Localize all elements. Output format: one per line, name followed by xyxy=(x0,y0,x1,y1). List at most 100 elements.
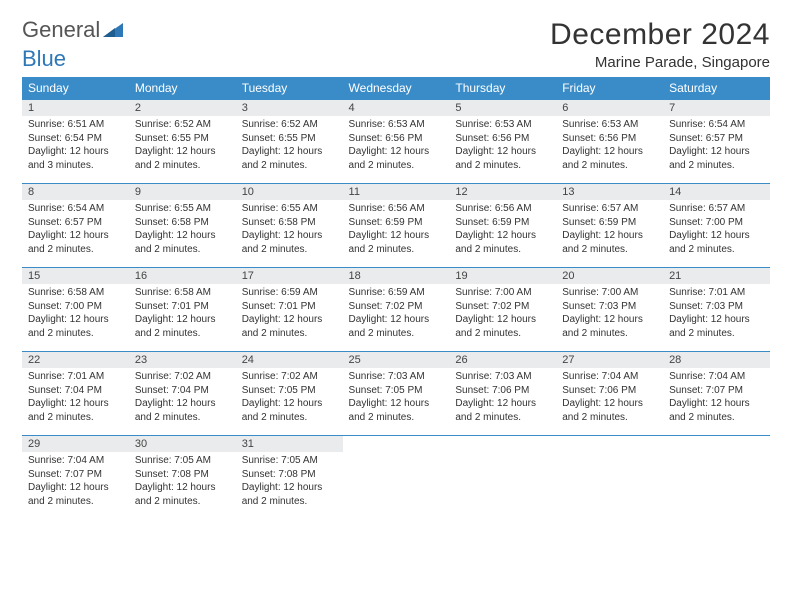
day-details: Sunrise: 6:59 AMSunset: 7:01 PMDaylight:… xyxy=(236,284,343,344)
sunrise-text: Sunrise: 6:52 AM xyxy=(135,118,230,132)
day-details: Sunrise: 7:02 AMSunset: 7:05 PMDaylight:… xyxy=(236,368,343,428)
day-number: 29 xyxy=(22,436,129,452)
day-details: Sunrise: 7:01 AMSunset: 7:04 PMDaylight:… xyxy=(22,368,129,428)
day-details: Sunrise: 7:00 AMSunset: 7:03 PMDaylight:… xyxy=(556,284,663,344)
sunrise-text: Sunrise: 6:58 AM xyxy=(28,286,123,300)
sunset-text: Sunset: 7:00 PM xyxy=(669,216,764,230)
daylight-text: Daylight: 12 hours xyxy=(669,313,764,327)
sunset-text: Sunset: 6:58 PM xyxy=(242,216,337,230)
sunrise-text: Sunrise: 6:58 AM xyxy=(135,286,230,300)
daylight-text: Daylight: 12 hours xyxy=(562,145,657,159)
sunset-text: Sunset: 7:07 PM xyxy=(669,384,764,398)
sunrise-text: Sunrise: 6:53 AM xyxy=(349,118,444,132)
day-number: 20 xyxy=(556,268,663,284)
daylight-text-2: and 2 minutes. xyxy=(242,243,337,257)
day-number: 26 xyxy=(449,352,556,368)
day-number: 22 xyxy=(22,352,129,368)
brand-triangle-icon xyxy=(103,18,123,41)
daylight-text: Daylight: 12 hours xyxy=(28,313,123,327)
daylight-text-2: and 2 minutes. xyxy=(135,411,230,425)
day-number: 27 xyxy=(556,352,663,368)
sunset-text: Sunset: 7:03 PM xyxy=(669,300,764,314)
day-details: Sunrise: 6:55 AMSunset: 6:58 PMDaylight:… xyxy=(129,200,236,260)
day-details: Sunrise: 6:52 AMSunset: 6:55 PMDaylight:… xyxy=(236,116,343,176)
daylight-text-2: and 2 minutes. xyxy=(455,411,550,425)
calendar-cell: 22Sunrise: 7:01 AMSunset: 7:04 PMDayligh… xyxy=(22,352,129,436)
day-header: Tuesday xyxy=(236,77,343,100)
daylight-text-2: and 2 minutes. xyxy=(28,495,123,509)
sunrise-text: Sunrise: 7:02 AM xyxy=(135,370,230,384)
day-number: 21 xyxy=(663,268,770,284)
sunset-text: Sunset: 6:59 PM xyxy=(349,216,444,230)
daylight-text-2: and 2 minutes. xyxy=(669,243,764,257)
sunset-text: Sunset: 6:58 PM xyxy=(135,216,230,230)
day-details: Sunrise: 7:04 AMSunset: 7:07 PMDaylight:… xyxy=(663,368,770,428)
day-details: Sunrise: 6:53 AMSunset: 6:56 PMDaylight:… xyxy=(343,116,450,176)
day-number: 25 xyxy=(343,352,450,368)
calendar-cell xyxy=(663,436,770,520)
sunset-text: Sunset: 7:08 PM xyxy=(242,468,337,482)
daylight-text-2: and 2 minutes. xyxy=(242,327,337,341)
daylight-text-2: and 3 minutes. xyxy=(28,159,123,173)
daylight-text-2: and 2 minutes. xyxy=(349,243,444,257)
sunrise-text: Sunrise: 7:03 AM xyxy=(349,370,444,384)
calendar-cell: 28Sunrise: 7:04 AMSunset: 7:07 PMDayligh… xyxy=(663,352,770,436)
brand-logo: GeneralBlue xyxy=(22,18,123,70)
daylight-text: Daylight: 12 hours xyxy=(455,229,550,243)
day-details: Sunrise: 6:54 AMSunset: 6:57 PMDaylight:… xyxy=(663,116,770,176)
day-number: 17 xyxy=(236,268,343,284)
daylight-text: Daylight: 12 hours xyxy=(242,229,337,243)
month-title: December 2024 xyxy=(550,18,770,52)
day-details: Sunrise: 6:51 AMSunset: 6:54 PMDaylight:… xyxy=(22,116,129,176)
daylight-text: Daylight: 12 hours xyxy=(135,229,230,243)
brand-part2: Blue xyxy=(22,46,66,71)
calendar-cell: 21Sunrise: 7:01 AMSunset: 7:03 PMDayligh… xyxy=(663,268,770,352)
sunset-text: Sunset: 7:05 PM xyxy=(349,384,444,398)
daylight-text-2: and 2 minutes. xyxy=(349,327,444,341)
sunrise-text: Sunrise: 7:01 AM xyxy=(28,370,123,384)
daylight-text-2: and 2 minutes. xyxy=(349,411,444,425)
calendar-row: 8Sunrise: 6:54 AMSunset: 6:57 PMDaylight… xyxy=(22,184,770,268)
daylight-text: Daylight: 12 hours xyxy=(135,313,230,327)
day-details: Sunrise: 6:58 AMSunset: 7:01 PMDaylight:… xyxy=(129,284,236,344)
day-header: Saturday xyxy=(663,77,770,100)
daylight-text-2: and 2 minutes. xyxy=(242,159,337,173)
calendar-cell: 7Sunrise: 6:54 AMSunset: 6:57 PMDaylight… xyxy=(663,100,770,184)
sunrise-text: Sunrise: 6:53 AM xyxy=(455,118,550,132)
day-number: 7 xyxy=(663,100,770,116)
sunset-text: Sunset: 7:01 PM xyxy=(242,300,337,314)
daylight-text: Daylight: 12 hours xyxy=(28,397,123,411)
day-header: Thursday xyxy=(449,77,556,100)
daylight-text-2: and 2 minutes. xyxy=(135,495,230,509)
sunset-text: Sunset: 7:06 PM xyxy=(562,384,657,398)
calendar-cell: 27Sunrise: 7:04 AMSunset: 7:06 PMDayligh… xyxy=(556,352,663,436)
day-number: 23 xyxy=(129,352,236,368)
day-number: 19 xyxy=(449,268,556,284)
sunrise-text: Sunrise: 6:55 AM xyxy=(242,202,337,216)
day-number: 3 xyxy=(236,100,343,116)
daylight-text-2: and 2 minutes. xyxy=(669,159,764,173)
sunset-text: Sunset: 6:56 PM xyxy=(349,132,444,146)
day-number: 11 xyxy=(343,184,450,200)
daylight-text: Daylight: 12 hours xyxy=(242,397,337,411)
daylight-text-2: and 2 minutes. xyxy=(455,327,550,341)
calendar-row: 15Sunrise: 6:58 AMSunset: 7:00 PMDayligh… xyxy=(22,268,770,352)
sunrise-text: Sunrise: 6:56 AM xyxy=(455,202,550,216)
sunset-text: Sunset: 7:01 PM xyxy=(135,300,230,314)
day-details: Sunrise: 7:03 AMSunset: 7:05 PMDaylight:… xyxy=(343,368,450,428)
sunrise-text: Sunrise: 7:04 AM xyxy=(562,370,657,384)
calendar-cell: 25Sunrise: 7:03 AMSunset: 7:05 PMDayligh… xyxy=(343,352,450,436)
calendar-cell: 19Sunrise: 7:00 AMSunset: 7:02 PMDayligh… xyxy=(449,268,556,352)
day-number: 12 xyxy=(449,184,556,200)
sunrise-text: Sunrise: 6:54 AM xyxy=(669,118,764,132)
day-number: 4 xyxy=(343,100,450,116)
daylight-text: Daylight: 12 hours xyxy=(135,397,230,411)
day-details: Sunrise: 7:00 AMSunset: 7:02 PMDaylight:… xyxy=(449,284,556,344)
calendar-cell: 15Sunrise: 6:58 AMSunset: 7:00 PMDayligh… xyxy=(22,268,129,352)
day-details: Sunrise: 6:59 AMSunset: 7:02 PMDaylight:… xyxy=(343,284,450,344)
day-number: 24 xyxy=(236,352,343,368)
daylight-text: Daylight: 12 hours xyxy=(28,229,123,243)
daylight-text: Daylight: 12 hours xyxy=(135,145,230,159)
day-number: 30 xyxy=(129,436,236,452)
day-number: 15 xyxy=(22,268,129,284)
